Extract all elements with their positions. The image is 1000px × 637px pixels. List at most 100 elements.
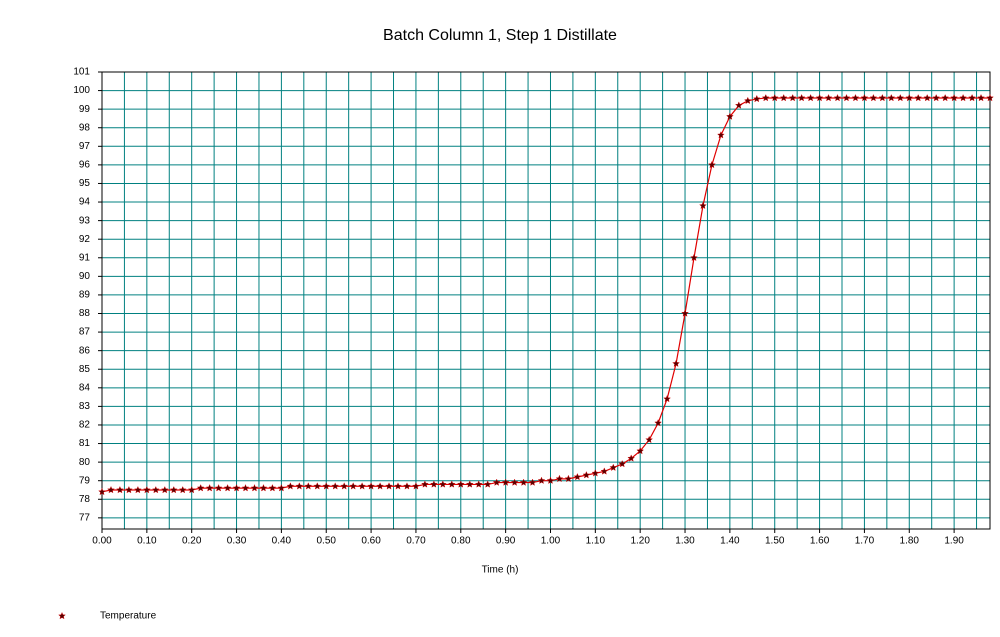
x-tick-label: 0.70 — [406, 536, 426, 547]
x-tick-label: 1.60 — [810, 536, 830, 547]
data-point — [241, 484, 250, 492]
data-point — [555, 474, 564, 483]
data-point — [457, 480, 465, 488]
x-tick-label: 0.60 — [361, 536, 381, 547]
data-point — [448, 480, 456, 488]
data-point — [546, 476, 555, 484]
x-tick-label: 0.30 — [227, 536, 247, 547]
data-point — [734, 101, 743, 109]
data-point — [860, 93, 869, 102]
data-point — [959, 93, 967, 102]
data-point — [645, 435, 654, 444]
data-point — [205, 484, 214, 492]
data-point — [681, 309, 689, 317]
data-point — [788, 93, 797, 102]
x-tick-label: 0.40 — [272, 536, 292, 547]
data-point — [887, 93, 896, 102]
y-tick-label: 95 — [79, 178, 91, 189]
data-point — [779, 93, 788, 102]
data-point — [896, 93, 905, 102]
data-point — [717, 131, 725, 139]
data-point — [349, 482, 357, 490]
data-point — [116, 485, 124, 494]
data-point — [295, 482, 304, 490]
data-point — [439, 480, 447, 488]
data-point — [932, 93, 940, 102]
data-point — [986, 93, 994, 102]
data-point — [304, 482, 313, 490]
x-tick-label: 1.20 — [630, 536, 650, 547]
y-tick-label: 98 — [79, 122, 91, 133]
data-point — [833, 93, 842, 102]
y-tick-label: 91 — [79, 252, 91, 263]
data-point — [322, 482, 331, 490]
data-point — [573, 472, 582, 481]
data-point — [815, 93, 824, 102]
data-point — [842, 93, 851, 102]
data-point — [161, 485, 169, 494]
data-point — [125, 485, 133, 494]
data-point — [770, 93, 779, 102]
data-point — [107, 485, 115, 494]
data-point — [636, 446, 644, 455]
data-point — [187, 485, 196, 494]
data-point — [178, 485, 187, 494]
y-tick-label: 92 — [79, 234, 91, 245]
data-point — [726, 112, 734, 120]
data-point — [824, 93, 833, 102]
data-point — [968, 93, 976, 102]
data-point — [394, 482, 402, 490]
data-point — [98, 487, 106, 496]
data-point — [977, 93, 985, 102]
y-tick-label: 85 — [79, 364, 91, 375]
data-point — [259, 484, 268, 492]
data-point — [564, 474, 573, 483]
x-tick-label: 1.50 — [765, 536, 785, 547]
data-point — [914, 93, 923, 102]
y-tick-label: 86 — [79, 345, 91, 356]
data-point — [609, 463, 618, 471]
y-tick-label: 82 — [79, 420, 91, 431]
y-tick-label: 78 — [79, 494, 91, 505]
y-tick-label: 84 — [79, 382, 91, 393]
data-point — [582, 471, 591, 479]
y-tick-label: 99 — [79, 104, 91, 115]
legend-marker — [58, 611, 66, 620]
y-tick-label: 100 — [73, 85, 90, 96]
y-tick-label: 97 — [79, 141, 91, 152]
x-tick-label: 0.90 — [496, 536, 516, 547]
data-point — [699, 201, 707, 210]
data-point — [501, 478, 510, 486]
data-point — [474, 480, 483, 488]
x-axis-label: Time (h) — [482, 565, 519, 576]
data-point — [223, 484, 232, 492]
y-tick-label: 81 — [79, 438, 91, 449]
data-point — [878, 93, 887, 102]
data-point — [600, 467, 609, 475]
data-point — [465, 480, 474, 488]
data-point — [340, 482, 348, 490]
data-point — [537, 476, 546, 484]
data-point — [268, 484, 277, 492]
x-tick-label: 1.00 — [541, 536, 561, 547]
data-point — [492, 478, 501, 486]
x-tick-label: 1.90 — [944, 536, 964, 547]
data-point — [510, 478, 519, 486]
legend-label: Temperature — [100, 611, 157, 622]
data-point — [277, 484, 286, 492]
data-point — [923, 93, 931, 102]
x-tick-label: 1.70 — [855, 536, 875, 547]
data-point — [430, 480, 438, 488]
x-tick-label: 0.80 — [451, 536, 471, 547]
data-point — [797, 93, 806, 102]
data-point — [421, 480, 429, 488]
plot-area — [102, 72, 990, 529]
data-point — [376, 482, 384, 490]
data-point — [950, 93, 958, 102]
data-point — [672, 359, 680, 367]
y-tick-label: 93 — [79, 215, 91, 226]
data-point — [806, 93, 815, 102]
data-point — [403, 482, 411, 490]
data-point — [752, 94, 761, 103]
data-point — [250, 484, 259, 492]
